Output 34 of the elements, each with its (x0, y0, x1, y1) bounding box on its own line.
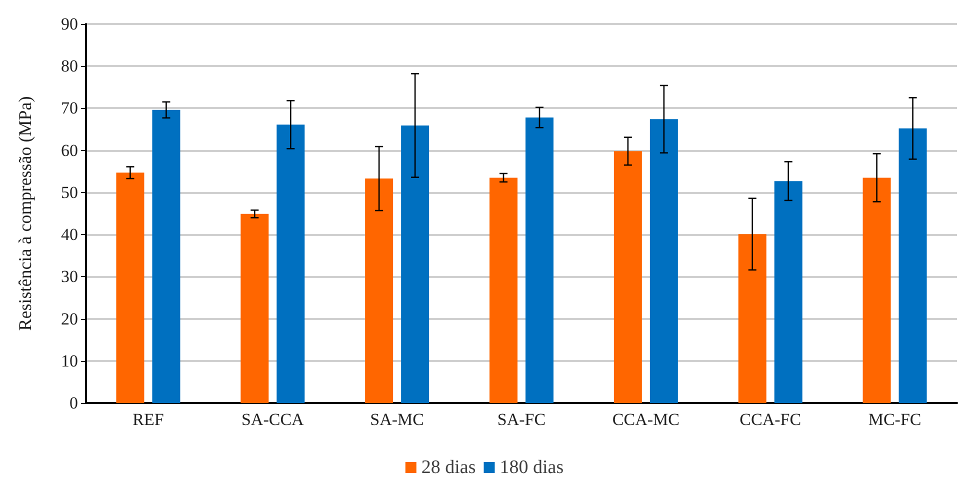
bar (738, 234, 766, 403)
y-tick-label: 20 (61, 309, 78, 328)
bar (526, 117, 554, 403)
bar (152, 110, 180, 403)
bar (898, 128, 927, 403)
bar (774, 181, 802, 403)
y-tick-label: 50 (61, 182, 78, 202)
legend-label: 28 dias (421, 457, 476, 478)
bar (862, 178, 891, 403)
x-tick-label: REF (132, 410, 164, 429)
x-tick-label: CCA-MC (612, 410, 680, 429)
x-tick-label: SA-MC (370, 410, 424, 429)
y-tick-label: 90 (61, 14, 78, 34)
bar (490, 178, 518, 403)
y-tick-label: 10 (61, 351, 78, 370)
bar (401, 125, 430, 403)
y-tick-label: 70 (61, 98, 78, 118)
y-tick-label: 80 (61, 56, 78, 76)
y-tick-label: 30 (61, 267, 78, 286)
bar (650, 119, 678, 403)
y-tick-label: 60 (61, 140, 78, 160)
bar (276, 124, 305, 403)
bar (240, 214, 269, 403)
bar (116, 172, 144, 403)
y-axis-title: Resistência à compressão (MPa) (15, 96, 35, 331)
x-tick-label: SA-CCA (241, 410, 305, 429)
bar (365, 178, 394, 403)
y-tick-label: 0 (70, 394, 78, 412)
y-tick-label: 40 (61, 225, 78, 244)
x-tick-label: CCA-FC (740, 410, 802, 429)
x-tick-label: SA-FC (497, 410, 546, 429)
x-tick-label: MC-FC (868, 410, 922, 429)
bar (614, 151, 642, 403)
legend-label: 180 dias (500, 457, 564, 478)
